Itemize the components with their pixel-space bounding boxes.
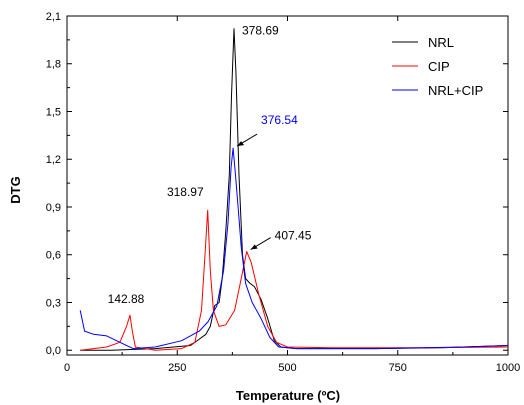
x-axis-title: Temperature (ºC) bbox=[236, 388, 340, 403]
legend-label: CIP bbox=[428, 59, 450, 74]
y-tick-label: 1,8 bbox=[46, 59, 61, 71]
x-tick-label: 500 bbox=[278, 362, 296, 374]
x-tick-label: 1000 bbox=[496, 362, 520, 374]
legend-label: NRL+CIP bbox=[428, 83, 483, 98]
peak-annotation-label: 376.54 bbox=[261, 113, 298, 127]
x-tick-label: 250 bbox=[168, 362, 186, 374]
y-axis-title: DTG bbox=[8, 176, 23, 203]
annotation-arrowhead bbox=[237, 141, 245, 147]
y-tick-label: 1,2 bbox=[46, 154, 61, 166]
x-tick-label: 750 bbox=[389, 362, 407, 374]
y-tick-label: 0,0 bbox=[46, 345, 61, 357]
peak-annotation-label: 318.97 bbox=[167, 185, 204, 199]
series-line-nrl bbox=[80, 28, 509, 351]
legend-label: NRL bbox=[428, 35, 454, 50]
y-tick-label: 0,9 bbox=[46, 202, 61, 214]
series-line-nrl-cip bbox=[79, 147, 509, 350]
y-tick-label: 1,5 bbox=[46, 106, 61, 118]
y-tick-label: 0,3 bbox=[46, 297, 61, 309]
x-tick-label: 0 bbox=[64, 362, 70, 374]
annotation-arrowhead bbox=[250, 244, 258, 250]
peak-annotation-label: 142.88 bbox=[108, 292, 145, 306]
series-line-cip bbox=[80, 209, 509, 351]
y-tick-label: 2,1 bbox=[46, 11, 61, 23]
peak-annotation-label: 407.45 bbox=[275, 229, 312, 243]
y-tick-label: 0,6 bbox=[46, 250, 61, 262]
peak-annotation-label: 378.69 bbox=[242, 24, 279, 38]
